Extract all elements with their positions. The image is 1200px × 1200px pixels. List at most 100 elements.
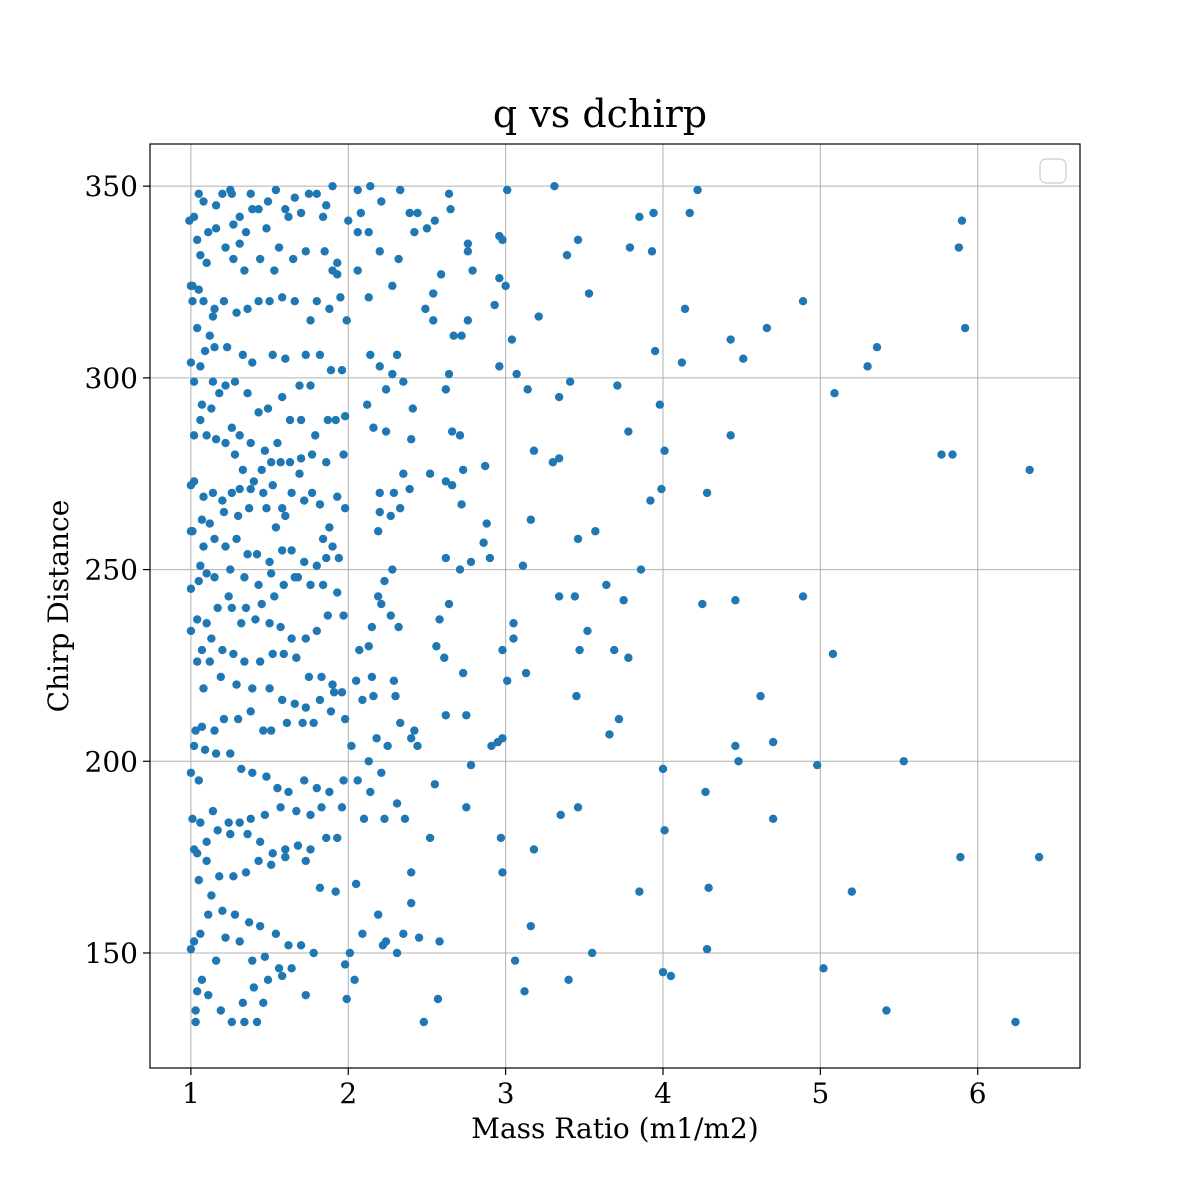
scatter-point bbox=[210, 726, 219, 735]
scatter-point bbox=[266, 860, 276, 869]
x-tick-label: 5 bbox=[811, 1077, 829, 1110]
scatter-point bbox=[237, 764, 246, 774]
scatter-point bbox=[315, 883, 325, 893]
scatter-point bbox=[284, 787, 293, 797]
scatter-point bbox=[479, 538, 488, 547]
scatter-point bbox=[233, 714, 243, 724]
scatter-point bbox=[333, 270, 342, 279]
scatter-point bbox=[304, 189, 314, 199]
scatter-point bbox=[248, 204, 257, 214]
scatter-point bbox=[350, 975, 359, 985]
scatter-point bbox=[340, 412, 350, 421]
scatter-point bbox=[407, 734, 416, 743]
scatter-point bbox=[899, 757, 908, 766]
scatter-point bbox=[339, 611, 348, 620]
scatter-point bbox=[273, 783, 282, 793]
scatter-point bbox=[196, 362, 205, 371]
scatter-point bbox=[677, 358, 687, 367]
scatter-point bbox=[602, 580, 611, 590]
scatter-point bbox=[207, 634, 216, 643]
scatter-point bbox=[344, 216, 353, 225]
scatter-point bbox=[205, 519, 214, 528]
scatter-point bbox=[455, 431, 465, 440]
scatter-point bbox=[435, 615, 444, 624]
scatter-point bbox=[218, 189, 227, 199]
scatter-point bbox=[413, 208, 422, 218]
scatter-point bbox=[300, 496, 309, 505]
scatter-point bbox=[248, 956, 257, 965]
scatter-point bbox=[262, 772, 271, 781]
scatter-point bbox=[425, 833, 435, 843]
grid bbox=[150, 144, 1080, 1068]
scatter-point bbox=[507, 335, 517, 344]
scatter-point bbox=[229, 220, 238, 229]
scatter-point bbox=[377, 197, 386, 206]
scatter-point bbox=[274, 964, 284, 973]
scatter-point bbox=[227, 603, 237, 613]
scatter-point bbox=[277, 504, 287, 513]
scatter-point bbox=[188, 814, 197, 823]
scatter-point bbox=[197, 400, 207, 409]
scatter-point bbox=[329, 688, 339, 697]
scatter-point bbox=[301, 856, 310, 866]
scatter-point bbox=[243, 829, 252, 839]
scatter-point bbox=[213, 603, 222, 613]
scatter-point bbox=[573, 803, 583, 812]
scatter-point bbox=[271, 185, 281, 195]
scatter-point bbox=[391, 691, 400, 701]
scatter-point bbox=[421, 304, 430, 314]
scatter-point bbox=[202, 431, 211, 440]
scatter-point bbox=[238, 465, 248, 475]
scatter-point bbox=[211, 201, 221, 210]
scatter-point bbox=[244, 504, 254, 513]
scatter-point bbox=[318, 580, 328, 590]
scatter-point bbox=[246, 707, 255, 716]
scatter-point bbox=[425, 469, 435, 478]
scatter-point bbox=[487, 741, 496, 751]
scatter-point bbox=[221, 243, 230, 252]
scatter-point bbox=[219, 296, 229, 306]
scatter-point bbox=[279, 649, 288, 659]
scatter-point bbox=[210, 534, 219, 544]
scatter-point bbox=[366, 350, 375, 360]
scatter-point bbox=[523, 385, 532, 394]
scatter-point bbox=[240, 266, 249, 275]
scatter-point bbox=[224, 818, 233, 827]
scatter-point bbox=[287, 964, 296, 973]
scatter-point bbox=[211, 956, 221, 965]
scatter-point bbox=[265, 296, 274, 306]
scatter-point bbox=[240, 1017, 249, 1027]
scatter-point bbox=[444, 369, 454, 379]
scatter-point bbox=[353, 227, 362, 237]
scatter-point bbox=[410, 227, 419, 237]
scatter-point bbox=[186, 527, 196, 536]
scatter-point bbox=[386, 611, 395, 620]
scatter-point bbox=[655, 400, 665, 409]
scatter-point bbox=[407, 435, 416, 444]
scatter-point bbox=[213, 826, 222, 835]
scatter-point bbox=[813, 760, 822, 770]
scatter-point bbox=[564, 975, 573, 985]
scatter-point bbox=[202, 569, 211, 578]
scatter-point bbox=[339, 776, 348, 785]
scatter-point bbox=[277, 392, 287, 402]
scatter-point bbox=[337, 688, 347, 697]
scatter-point bbox=[441, 385, 451, 394]
scatter-point bbox=[193, 323, 202, 333]
scatter-point bbox=[388, 281, 397, 291]
scatter-point bbox=[386, 511, 395, 521]
scatter-point bbox=[312, 783, 322, 793]
scatter-point bbox=[457, 331, 466, 340]
scatter-point bbox=[277, 546, 287, 555]
scatter-point bbox=[328, 680, 337, 689]
scatter-point bbox=[232, 680, 241, 689]
scatter-point bbox=[281, 204, 290, 214]
scatter-point bbox=[377, 599, 386, 609]
scatter-point bbox=[333, 833, 342, 843]
scatter-point bbox=[340, 960, 350, 969]
scatter-point bbox=[312, 189, 322, 199]
scatter-point bbox=[509, 634, 518, 643]
scatter-point bbox=[466, 760, 476, 770]
scatter-point bbox=[399, 377, 408, 386]
